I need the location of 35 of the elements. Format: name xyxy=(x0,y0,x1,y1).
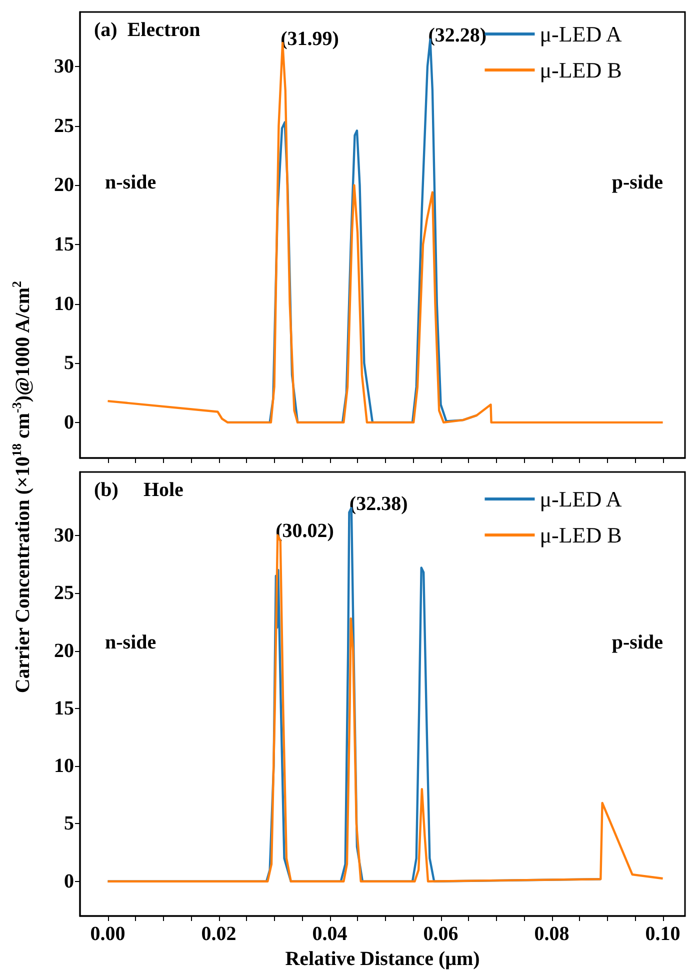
x-axis-title: Relative Distance (μm) xyxy=(285,948,480,970)
legend-label: μ-LED B xyxy=(540,58,622,82)
y-tick-label: 15 xyxy=(54,233,74,256)
y-tick-label: 20 xyxy=(54,640,74,662)
y-tick-label: 0 xyxy=(64,411,74,434)
annotation: p-side xyxy=(612,632,664,654)
annotation: n-side xyxy=(105,632,156,654)
legend-label: μ-LED B xyxy=(540,522,622,548)
annotation: n-side xyxy=(105,172,156,194)
y-tick-label: 25 xyxy=(54,582,74,604)
y-tick-label: 25 xyxy=(54,114,74,137)
y-tick-label: 0 xyxy=(64,870,74,892)
annotation: p-side xyxy=(612,172,664,194)
y-tick-label: 10 xyxy=(54,755,74,778)
x-tick-label: 0.10 xyxy=(645,923,680,945)
x-tick-label: 0.08 xyxy=(534,923,570,945)
y-tick-label: 10 xyxy=(54,292,74,315)
annotation: (b) Hole xyxy=(94,479,184,501)
y-tick-label: 5 xyxy=(64,352,74,374)
y-tick-label: 30 xyxy=(54,56,74,78)
x-tick-label: 0.00 xyxy=(90,923,126,945)
annotation: (30.02) xyxy=(276,520,334,542)
x-tick-label: 0.06 xyxy=(423,923,458,945)
y-tick-label: 5 xyxy=(64,812,74,835)
legend-label: μ-LED A xyxy=(540,22,622,46)
annotation: (32.38) xyxy=(349,492,408,515)
annotation: (31.99) xyxy=(280,28,339,50)
annotation: (a) Electron xyxy=(94,19,200,41)
y-tick-label: 20 xyxy=(54,174,74,196)
x-tick-label: 0.04 xyxy=(312,923,348,945)
y-tick-label: 30 xyxy=(54,524,74,546)
legend-label: μ-LED A xyxy=(540,486,622,512)
x-tick-label: 0.02 xyxy=(201,923,236,945)
annotation: (32.28) xyxy=(428,24,487,47)
y-tick-label: 15 xyxy=(54,697,74,720)
